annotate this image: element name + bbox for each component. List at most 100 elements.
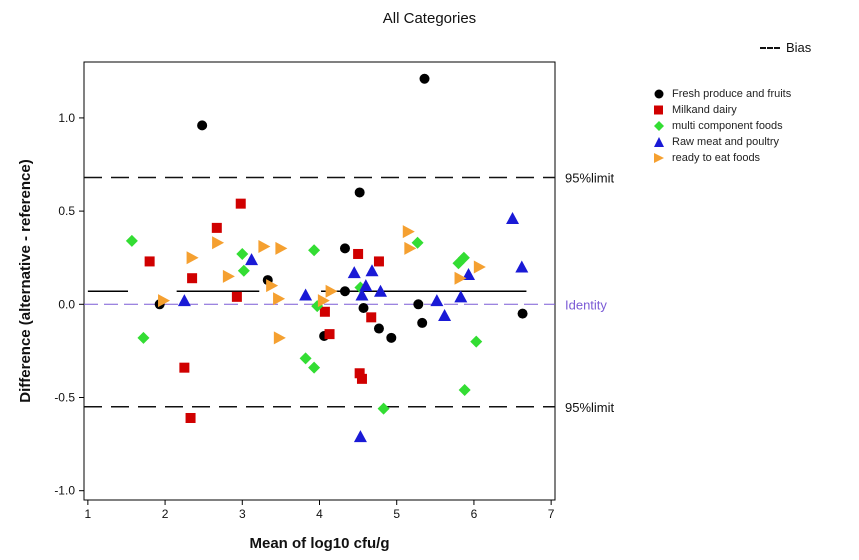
data-point xyxy=(358,303,369,314)
series-3 xyxy=(177,212,529,443)
x-tick-label: 2 xyxy=(162,507,169,521)
x-tick-label: 4 xyxy=(316,507,323,521)
data-point xyxy=(308,361,321,374)
plot-frame xyxy=(83,61,556,501)
data-point xyxy=(185,412,196,423)
series-4 xyxy=(158,225,486,345)
bias-dash-icon xyxy=(760,46,780,49)
data-point xyxy=(275,241,288,255)
data-point xyxy=(177,294,191,307)
x-tick-label: 1 xyxy=(85,507,92,521)
data-point xyxy=(319,306,330,317)
data-point xyxy=(137,331,150,344)
data-point xyxy=(179,362,190,373)
data-point xyxy=(144,256,155,267)
data-point xyxy=(365,264,379,277)
legend-item-ready-to-eat: ready to eat foods xyxy=(652,150,791,166)
data-point xyxy=(212,236,225,250)
legend: Fresh produce and fruits Milkand dairy m… xyxy=(652,86,791,166)
y-tick-label: -0.5 xyxy=(54,390,75,404)
bias-legend: Bias xyxy=(760,40,811,55)
data-point xyxy=(222,269,235,283)
data-point xyxy=(339,286,350,297)
data-point xyxy=(325,284,338,298)
data-point xyxy=(237,264,250,277)
data-point xyxy=(299,288,313,301)
data-point xyxy=(517,308,528,319)
data-point xyxy=(413,299,424,310)
data-point xyxy=(125,234,138,247)
data-point xyxy=(299,352,312,365)
data-point xyxy=(457,251,470,264)
legend-label: Milkand dairy xyxy=(672,104,737,116)
data-point xyxy=(454,290,468,303)
y-tick-label: 0.0 xyxy=(58,297,75,311)
y-tick-label: 0.5 xyxy=(58,204,75,218)
data-point xyxy=(211,222,222,233)
blue-triangle-icon xyxy=(654,137,664,147)
x-axis-label: Mean of log10 cfu/g xyxy=(249,535,389,552)
data-point xyxy=(417,317,428,328)
legend-label: Fresh produce and fruits xyxy=(672,88,792,100)
data-point xyxy=(236,247,249,260)
data-point xyxy=(308,244,321,257)
data-point xyxy=(454,271,467,285)
data-point xyxy=(411,236,424,249)
x-tick-label: 3 xyxy=(239,507,246,521)
data-point xyxy=(402,225,415,239)
data-point xyxy=(354,187,365,198)
data-point xyxy=(355,288,369,301)
data-point xyxy=(438,308,452,321)
data-point xyxy=(354,368,365,379)
upper_limit-label: 95%limit xyxy=(565,171,615,186)
data-point xyxy=(506,212,520,225)
y-tick-label: 1.0 xyxy=(58,111,75,125)
legend-item-fresh-produce: Fresh produce and fruits xyxy=(652,86,791,102)
red-square-icon xyxy=(654,105,663,115)
legend-label: Raw meat and poultry xyxy=(672,136,779,148)
data-point xyxy=(373,284,387,297)
data-point xyxy=(356,373,367,384)
data-point xyxy=(186,251,199,265)
series-2 xyxy=(125,234,483,415)
data-point xyxy=(273,292,286,306)
data-point xyxy=(245,253,259,266)
chart-title: All Categories xyxy=(382,10,477,27)
x-tick-label: 7 xyxy=(548,507,555,521)
data-point xyxy=(317,294,330,308)
data-point xyxy=(366,312,377,323)
legend-label: ready to eat foods xyxy=(672,152,761,164)
data-point xyxy=(404,241,417,255)
data-point xyxy=(347,266,361,279)
green-diamond-icon xyxy=(654,121,664,131)
identity-label: Identity xyxy=(565,297,607,312)
data-point xyxy=(353,248,364,259)
x-tick-label: 5 xyxy=(393,507,400,521)
data-point xyxy=(470,335,483,348)
series-0 xyxy=(154,73,528,343)
series-1 xyxy=(144,198,384,423)
data-point xyxy=(458,384,471,397)
data-point xyxy=(235,198,246,209)
bias-legend-label: Bias xyxy=(786,40,812,55)
black-circle-icon xyxy=(654,89,664,99)
legend-item-raw-meat: Raw meat and poultry xyxy=(652,134,791,150)
data-point xyxy=(373,256,384,267)
orange-right-triangle-icon xyxy=(654,153,664,163)
data-point xyxy=(386,332,397,343)
data-point xyxy=(419,73,430,84)
data-point xyxy=(462,267,476,280)
data-point xyxy=(373,323,384,334)
data-point xyxy=(359,279,373,292)
data-point xyxy=(273,331,286,345)
data-point xyxy=(158,294,171,308)
legend-item-milk-dairy: Milkand dairy xyxy=(652,102,791,118)
data-point xyxy=(353,430,367,443)
data-point xyxy=(324,329,335,340)
data-point xyxy=(473,260,486,274)
data-point xyxy=(258,240,271,254)
y-tick-label: -1.0 xyxy=(54,484,75,498)
data-point xyxy=(515,260,529,273)
data-point xyxy=(430,294,444,307)
